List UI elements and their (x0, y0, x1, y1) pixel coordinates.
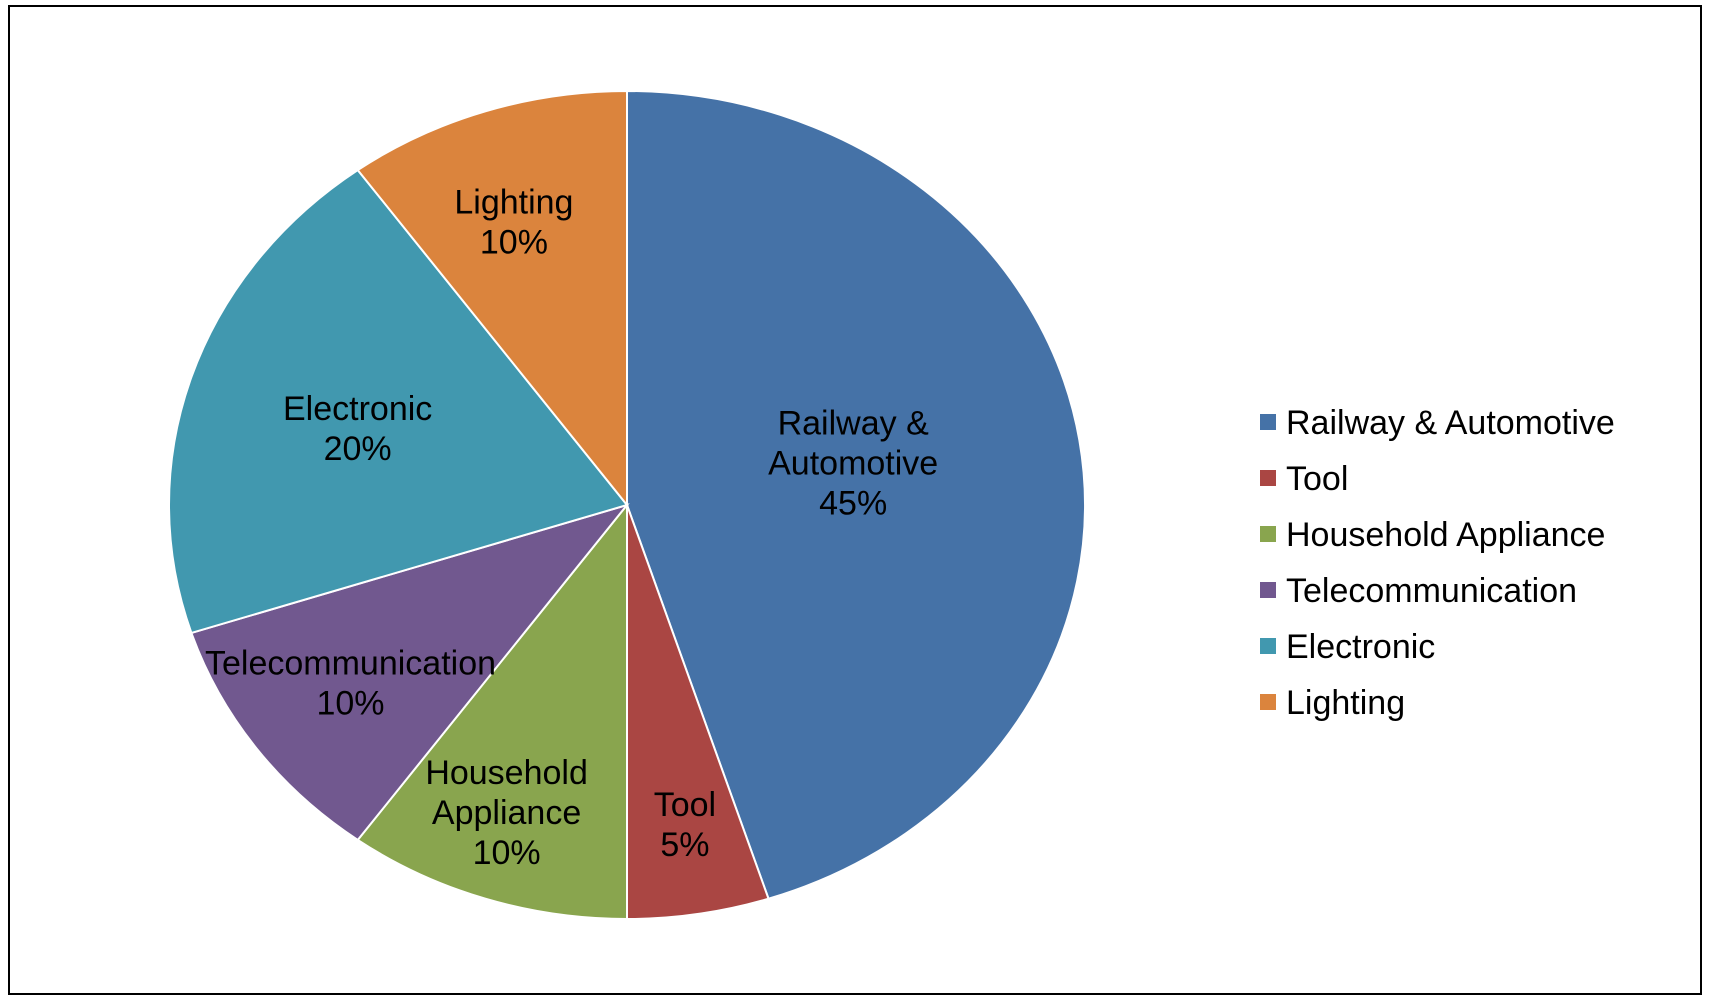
slice-label-electronic: Electronic 20% (283, 390, 432, 468)
legend-label-railway-automotive: Railway & Automotive (1286, 404, 1615, 442)
legend-swatch-railway-automotive (1260, 414, 1276, 430)
legend-swatch-lighting (1260, 694, 1276, 710)
legend-swatch-telecommunication (1260, 582, 1276, 598)
slice-electronic (168, 168, 629, 635)
slice-labels: Railway & Automotive 45% Tool 5% Household App… (205, 183, 938, 872)
slice-household-appliance (356, 502, 628, 921)
legend-swatch-electronic (1260, 638, 1276, 654)
slice-telecommunication (190, 503, 630, 842)
legend: Railway & Automotive Tool Household Applia… (1260, 404, 1615, 722)
slice-label-railway-automotive: Railway & Automotive 45% (768, 405, 938, 523)
legend-swatch-tool (1260, 470, 1276, 486)
slice-label-tool: Tool 5% (654, 786, 716, 864)
slice-railway-automotive (626, 89, 1086, 900)
slice-lighting (356, 89, 628, 508)
legend-label-household-appliance: Household Appliance (1286, 516, 1605, 554)
slice-tool (626, 504, 770, 921)
legend-label-tool: Tool (1286, 460, 1348, 498)
legend-label-telecommunication: Telecommunication (1286, 572, 1577, 610)
legend-swatch-household-appliance (1260, 526, 1276, 542)
slice-label-lighting: Lighting 10% (454, 183, 573, 261)
legend-label-lighting: Lighting (1286, 684, 1405, 722)
slice-label-telecommunication: Telecommunication 10% (205, 645, 496, 723)
slice-label-household-appliance: Household Appliance 10% (425, 754, 588, 872)
pie-slices (168, 89, 1086, 921)
legend-label-electronic: Electronic (1286, 628, 1435, 666)
